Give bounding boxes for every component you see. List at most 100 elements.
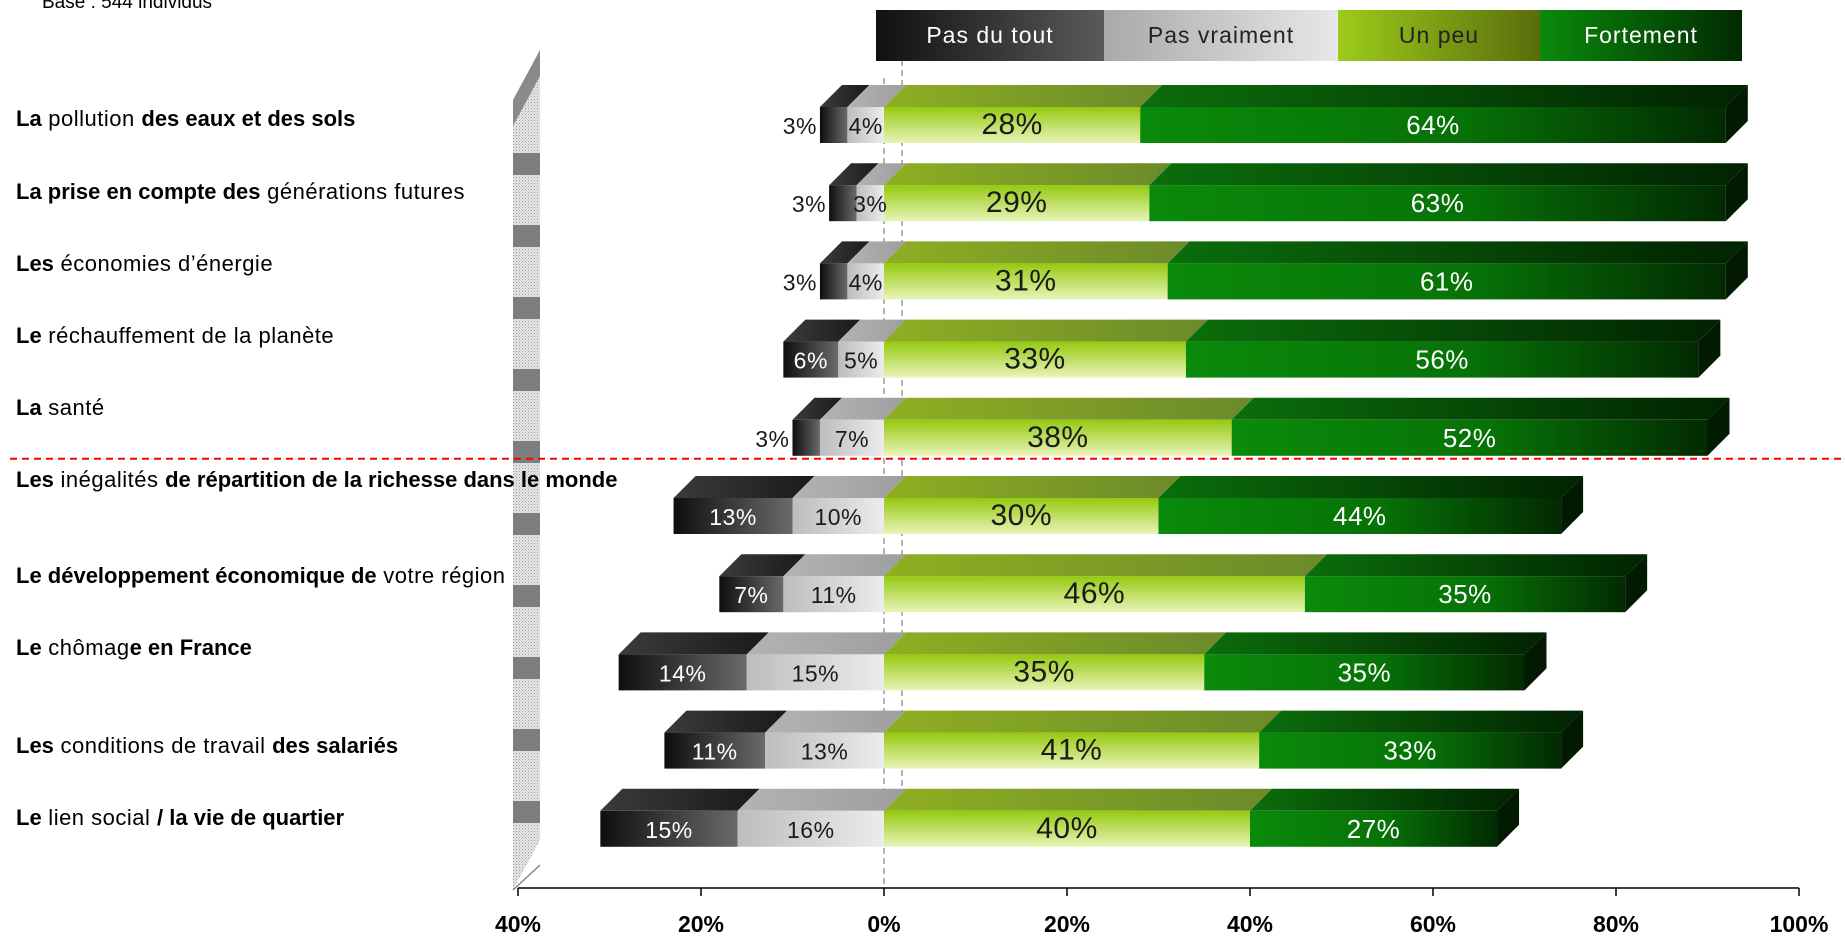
category-label: Le lien social / la vie de quartier (16, 803, 344, 832)
bar-data-label: 56% (1415, 345, 1469, 375)
bar-segment (1204, 654, 1525, 691)
bar-row: 3% 3% 29% 63% (792, 163, 1748, 222)
category-label: Le réchauffement de la planète (16, 321, 334, 350)
bar-segment-top (884, 788, 1272, 811)
bar-segment (664, 732, 766, 769)
bar-segment (1231, 419, 1708, 456)
category-label-part: Le (16, 805, 42, 830)
bar-data-label: 7% (835, 426, 869, 452)
bar-segment-top (1167, 241, 1748, 264)
bar-segment (618, 654, 747, 691)
bar-segment-top (1231, 397, 1730, 420)
bar-segment (884, 263, 1168, 300)
bar-data-label: 64% (1406, 110, 1460, 140)
bar-segment (765, 732, 884, 769)
bar-data-label: 16% (787, 817, 835, 843)
bar-data-label: 3% (792, 191, 826, 217)
category-label: La santé (16, 393, 105, 422)
x-tick-label: 40% (495, 911, 541, 937)
x-tick-label: 20% (1044, 911, 1090, 937)
x-tick-label: 60% (1410, 911, 1456, 937)
bar-segment (884, 341, 1186, 378)
bar-segment (1250, 810, 1498, 847)
bar-segment-top (884, 554, 1327, 577)
bar-data-label: 4% (849, 113, 883, 139)
bar-segment (737, 810, 884, 847)
axis-pillar-band (513, 513, 540, 535)
bar-segment-top (600, 788, 760, 811)
bar-segment (1140, 107, 1726, 143)
bar-data-label: 61% (1420, 266, 1474, 296)
bar-data-label: 30% (990, 499, 1052, 532)
axis-pillar-cap (513, 50, 540, 126)
bar-segment-top (673, 476, 815, 498)
bar-row: 3% 4% 31% 61% (783, 241, 1748, 300)
bar-data-label: 11% (692, 739, 738, 765)
bar-data-label: 10% (814, 504, 862, 530)
bar-segment (884, 419, 1232, 456)
bar-data-label: 3% (755, 426, 789, 452)
bar-segment (1149, 185, 1726, 222)
bar-segment (838, 341, 884, 378)
bar-segment (884, 107, 1141, 143)
bar-data-label: 3% (853, 191, 887, 217)
bar-row: 6% 5% 33% 56% (783, 319, 1721, 378)
bar-segment-top (664, 710, 788, 733)
category-label-part: réchauffement de la planète (41, 323, 335, 348)
bar-segment (856, 185, 884, 222)
category-label-part: lien social (41, 805, 158, 830)
bar-row: 11% 13% 41% 33% (664, 710, 1584, 769)
category-label-part: La (16, 395, 42, 420)
bar-segment (847, 263, 884, 300)
axis-pillar-band (513, 153, 540, 175)
category-label-part: conditions de travail (53, 733, 273, 758)
bar-segment (884, 185, 1150, 222)
bar-data-label: 33% (1004, 343, 1066, 376)
category-label-part: économies d’énergie (53, 251, 274, 276)
bar-segment-top (884, 319, 1208, 342)
legend-un-peu: Un peu (1338, 10, 1540, 61)
bar-segment-top (1149, 163, 1748, 186)
category-label-part: Les (16, 733, 54, 758)
bar-data-label: 33% (1383, 736, 1437, 766)
category-label-part: votre région (376, 563, 506, 588)
bar-segment-top (1250, 788, 1520, 811)
bar-segment (819, 263, 848, 300)
bar-data-label: 28% (981, 108, 1043, 141)
bar-segment-top (618, 632, 769, 655)
bar-data-label: 52% (1443, 423, 1497, 453)
category-label: Le développement économique de votre rég… (16, 561, 505, 590)
category-label: Les économies d’énergie (16, 249, 273, 278)
legend-fortement: Fortement (1540, 10, 1742, 61)
bar-segment (829, 185, 857, 222)
category-label-part: des eaux et des sols (141, 106, 356, 131)
bar-data-label: 13% (709, 504, 757, 530)
bar-segment-top (884, 397, 1254, 420)
bar-segment-top (746, 632, 906, 655)
bar-row: 3% 4% 28% 64% (783, 85, 1748, 143)
bar-segment-top (1140, 85, 1748, 107)
category-label: La prise en compte des générations futur… (16, 177, 465, 206)
category-label-part: Les (16, 251, 54, 276)
category-label-part: des salariés (272, 733, 399, 758)
bar-segment-top (819, 397, 906, 420)
bar-segment (884, 576, 1305, 613)
bar-data-label: 27% (1347, 814, 1401, 844)
x-tick-label: 0% (867, 911, 900, 937)
category-label-part: de répartition de la richesse dans le mo… (165, 467, 618, 492)
bar-end-face (1561, 710, 1584, 769)
bar-segment (1185, 341, 1699, 378)
bar-segment (719, 576, 784, 613)
bar-segment-top (884, 241, 1190, 264)
bar-segment (792, 498, 884, 534)
axis-pillar-band (513, 657, 540, 679)
bar-segment (783, 576, 884, 613)
category-label-part: santé (41, 395, 105, 420)
bar-segment-top (819, 241, 870, 264)
category-label-part: Le développement économique de (16, 563, 377, 588)
bar-data-label: 3% (783, 269, 817, 295)
category-label: Les conditions de travail des salariés (16, 731, 398, 760)
bar-data-label: 44% (1333, 501, 1387, 531)
bar-row: 3% 7% 38% 52% (755, 397, 1730, 456)
axis-pillar-floor (512, 864, 541, 891)
